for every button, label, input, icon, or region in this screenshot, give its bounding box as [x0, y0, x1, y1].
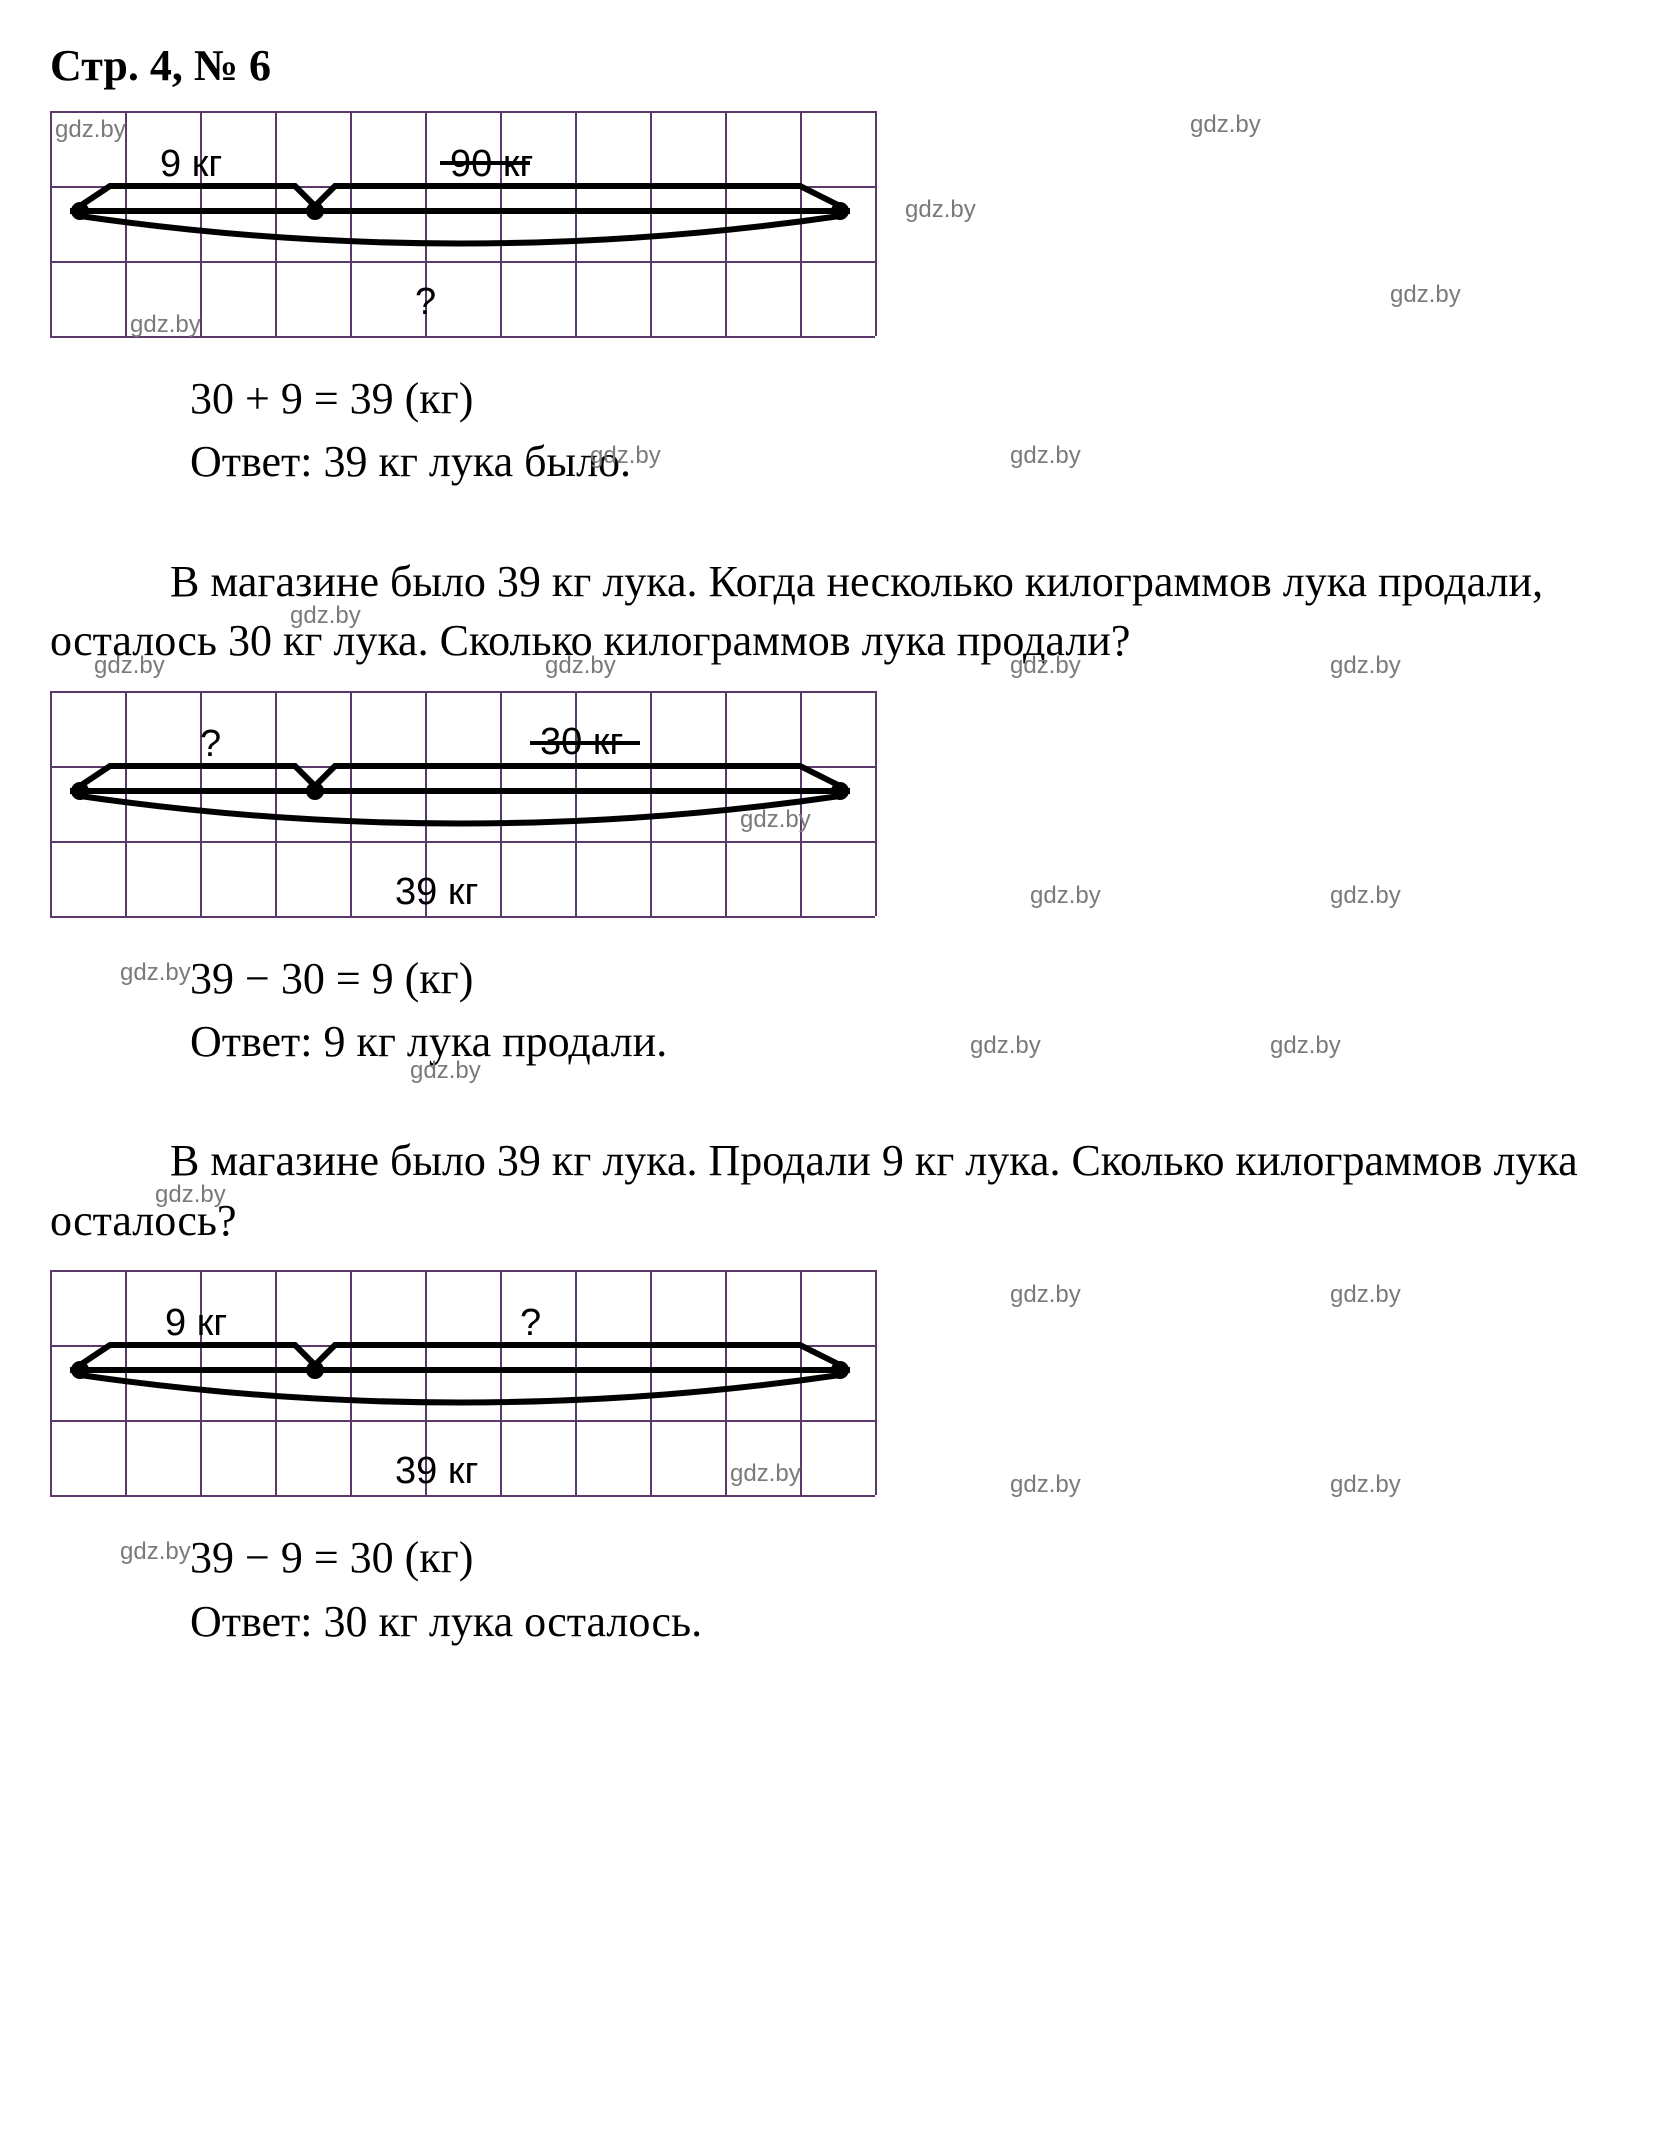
- watermark: gdz.by: [1010, 1281, 1081, 1309]
- watermark: gdz.by: [905, 196, 976, 224]
- watermark: gdz.by: [120, 1538, 191, 1566]
- label-3-left: 9 кг: [165, 1302, 227, 1345]
- watermark: gdz.by: [1330, 1471, 1401, 1499]
- solution-2: 39 − 30 = 9 (кг): [190, 949, 1621, 1008]
- label-1-right: 90 кг: [450, 143, 533, 186]
- watermark: gdz.by: [1190, 111, 1261, 139]
- watermark: gdz.by: [1010, 1471, 1081, 1499]
- problem-text-3-content: В магазине было 39 кг лука. Продали 9 кг…: [50, 1136, 1578, 1244]
- watermark: gdz.by: [1330, 882, 1401, 910]
- label-3-right: ?: [520, 1302, 541, 1345]
- answer-2: Ответ: 9 кг лука продали.: [190, 1012, 1621, 1071]
- problem-text-3: В магазине было 39 кг лука. Продали 9 кг…: [50, 1131, 1621, 1250]
- label-2-right: 30 кг: [540, 721, 623, 764]
- problem-text-2: В магазине было 39 кг лука. Когда нескол…: [50, 552, 1621, 671]
- diagram-2: ? 30 кг 39 кг gdz.by: [50, 691, 875, 916]
- diagram-1: 9 кг 90 кг ? gdz.by gdz.by gdz.by: [50, 111, 875, 336]
- problem-block-1: 9 кг 90 кг ? gdz.by gdz.by gdz.by gdz.by…: [50, 111, 1621, 492]
- solution-1: 30 + 9 = 39 (кг): [190, 369, 1621, 428]
- answer-3: Ответ: 30 кг лука осталось.: [190, 1592, 1621, 1651]
- label-3-bottom: 39 кг: [395, 1450, 478, 1493]
- watermark: gdz.by: [120, 959, 191, 987]
- label-2-bottom: 39 кг: [395, 871, 478, 914]
- label-2-left: ?: [200, 723, 221, 766]
- page-title: Стр. 4, № 6: [50, 40, 1621, 91]
- problem-text-2-content: В магазине было 39 кг лука. Когда нескол…: [50, 557, 1543, 665]
- watermark: gdz.by: [1390, 281, 1461, 309]
- answer-1: Ответ: 39 кг лука было.: [190, 432, 1621, 491]
- diagram-3: 9 кг ? 39 кг gdz.by: [50, 1270, 875, 1495]
- label-1-left: 9 кг: [160, 143, 222, 186]
- solution-3: 39 − 9 = 30 (кг): [190, 1528, 1621, 1587]
- watermark: gdz.by: [1330, 650, 1401, 682]
- watermark: gdz.by: [1030, 882, 1101, 910]
- watermark: gdz.by: [1330, 1281, 1401, 1309]
- problem-block-3: В магазине было 39 кг лука. Продали 9 кг…: [50, 1131, 1621, 1651]
- label-1-bottom: ?: [415, 281, 436, 324]
- problem-block-2: В магазине было 39 кг лука. Когда нескол…: [50, 552, 1621, 1072]
